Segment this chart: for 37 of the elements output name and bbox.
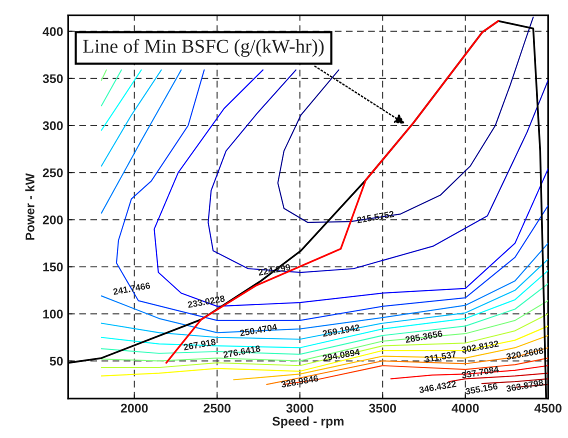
text: 355.156 [465,382,498,395]
y-tick-label: 300 [42,121,63,130]
text: 241.7466 [112,282,150,295]
text: 224.299 [258,264,291,276]
y-tick-label: 250 [42,168,63,178]
text: 346.4322 [418,380,456,394]
text: 276.6418 [223,345,261,358]
text: 337.7084 [461,366,500,379]
line-series [100,326,548,377]
y-tick-label: 400 [42,27,63,36]
x-tick-label: 2500 [204,404,231,413]
text: 302.8132 [461,340,499,354]
text: 259.1942 [322,324,360,337]
x-tick-label: 2000 [120,404,148,413]
x-axis-title: Speed - rpm [272,416,344,428]
text: 285.3656 [405,330,443,343]
y-tick-label: 50 [50,356,63,366]
y-tick-label: 350 [42,74,63,84]
text: 267.918 [183,338,216,350]
x-tick-label: 4500 [534,404,562,413]
y-tick-label: 200 [42,215,63,224]
y-axis-title: Power - kW [25,173,34,240]
line-series [390,365,548,380]
text: 233.0228 [187,295,226,308]
text: 363.8798 [506,379,544,392]
text: 311.537 [424,350,456,363]
text: 294.0894 [322,348,360,362]
x-tick-label: 3000 [286,404,314,413]
y-tick-label: 100 [43,310,63,318]
text: 215.5752 [356,210,394,224]
y-tick-label: 150 [43,262,63,272]
annotation: Line of Min BSFC (g/(kW-hr)) [83,38,324,57]
text: 320.2608 [506,347,544,360]
text: 250.4704 [240,324,278,336]
text: 328.9846 [280,374,319,388]
x-tick-label: 4000 [452,404,479,413]
x-tick-label: 3500 [369,404,396,413]
